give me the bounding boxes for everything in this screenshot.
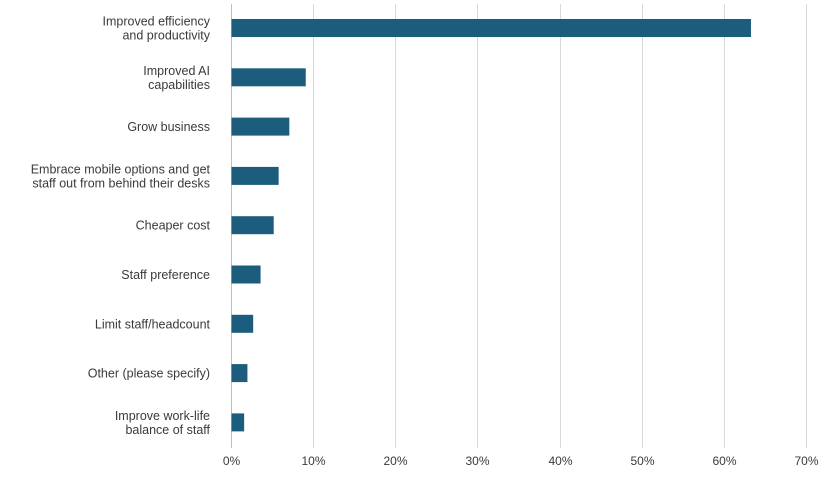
category-label-line: Improve work-life [115, 409, 210, 423]
bar-4 [231, 216, 274, 235]
bar-2 [231, 117, 290, 136]
category-label-8: Improve work-life balance of staff [115, 409, 211, 437]
category-label-4: Cheaper cost [136, 219, 211, 233]
category-label-2: Grow business [127, 120, 210, 134]
x-tick-labels: 0% 10% 20% 30% 40% 50% 60% 70% [223, 454, 819, 468]
x-tick-label-0: 0% [223, 454, 241, 468]
bar-8 [231, 413, 245, 432]
x-tick-label-30: 30% [465, 454, 489, 468]
category-label-line: Other (please specify) [88, 367, 210, 381]
category-label-line: balance of staff [125, 423, 210, 437]
bar-0 [231, 19, 751, 37]
category-label-line: Grow business [127, 120, 210, 134]
category-label-line: Cheaper cost [136, 219, 211, 233]
bars [231, 19, 751, 432]
category-label-line: Staff preference [121, 268, 210, 282]
category-label-line: Limit staff/headcount [95, 317, 211, 331]
category-label-6: Limit staff/headcount [95, 317, 211, 331]
x-tick-label-70: 70% [794, 454, 818, 468]
x-tick-label-50: 50% [630, 454, 654, 468]
bar-7 [231, 364, 248, 383]
category-label-line: Embrace mobile options and get [31, 162, 211, 176]
bar-5 [231, 265, 261, 284]
category-labels: Improved efficiency and productivityImpro… [31, 15, 211, 437]
category-label-1: Improved AI capabilities [143, 64, 210, 92]
bar-6 [231, 314, 254, 333]
category-label-3: Embrace mobile options and get staff out … [31, 162, 211, 190]
gridlines [231, 4, 807, 448]
category-label-7: Other (please specify) [88, 367, 210, 381]
category-label-line: capabilities [148, 78, 210, 92]
x-tick-label-10: 10% [301, 454, 325, 468]
category-label-line: Improved efficiency [103, 15, 211, 29]
category-label-line: Improved AI [143, 64, 210, 78]
x-tick-label-60: 60% [712, 454, 736, 468]
category-label-5: Staff preference [121, 268, 210, 282]
category-label-0: Improved efficiency and productivity [103, 15, 211, 43]
x-tick-label-20: 20% [383, 454, 407, 468]
bar-3 [231, 166, 279, 185]
bar-1 [231, 68, 306, 87]
category-label-line: and productivity [122, 29, 210, 43]
category-label-line: staff out from behind their desks [32, 176, 210, 190]
x-tick-label-40: 40% [548, 454, 572, 468]
